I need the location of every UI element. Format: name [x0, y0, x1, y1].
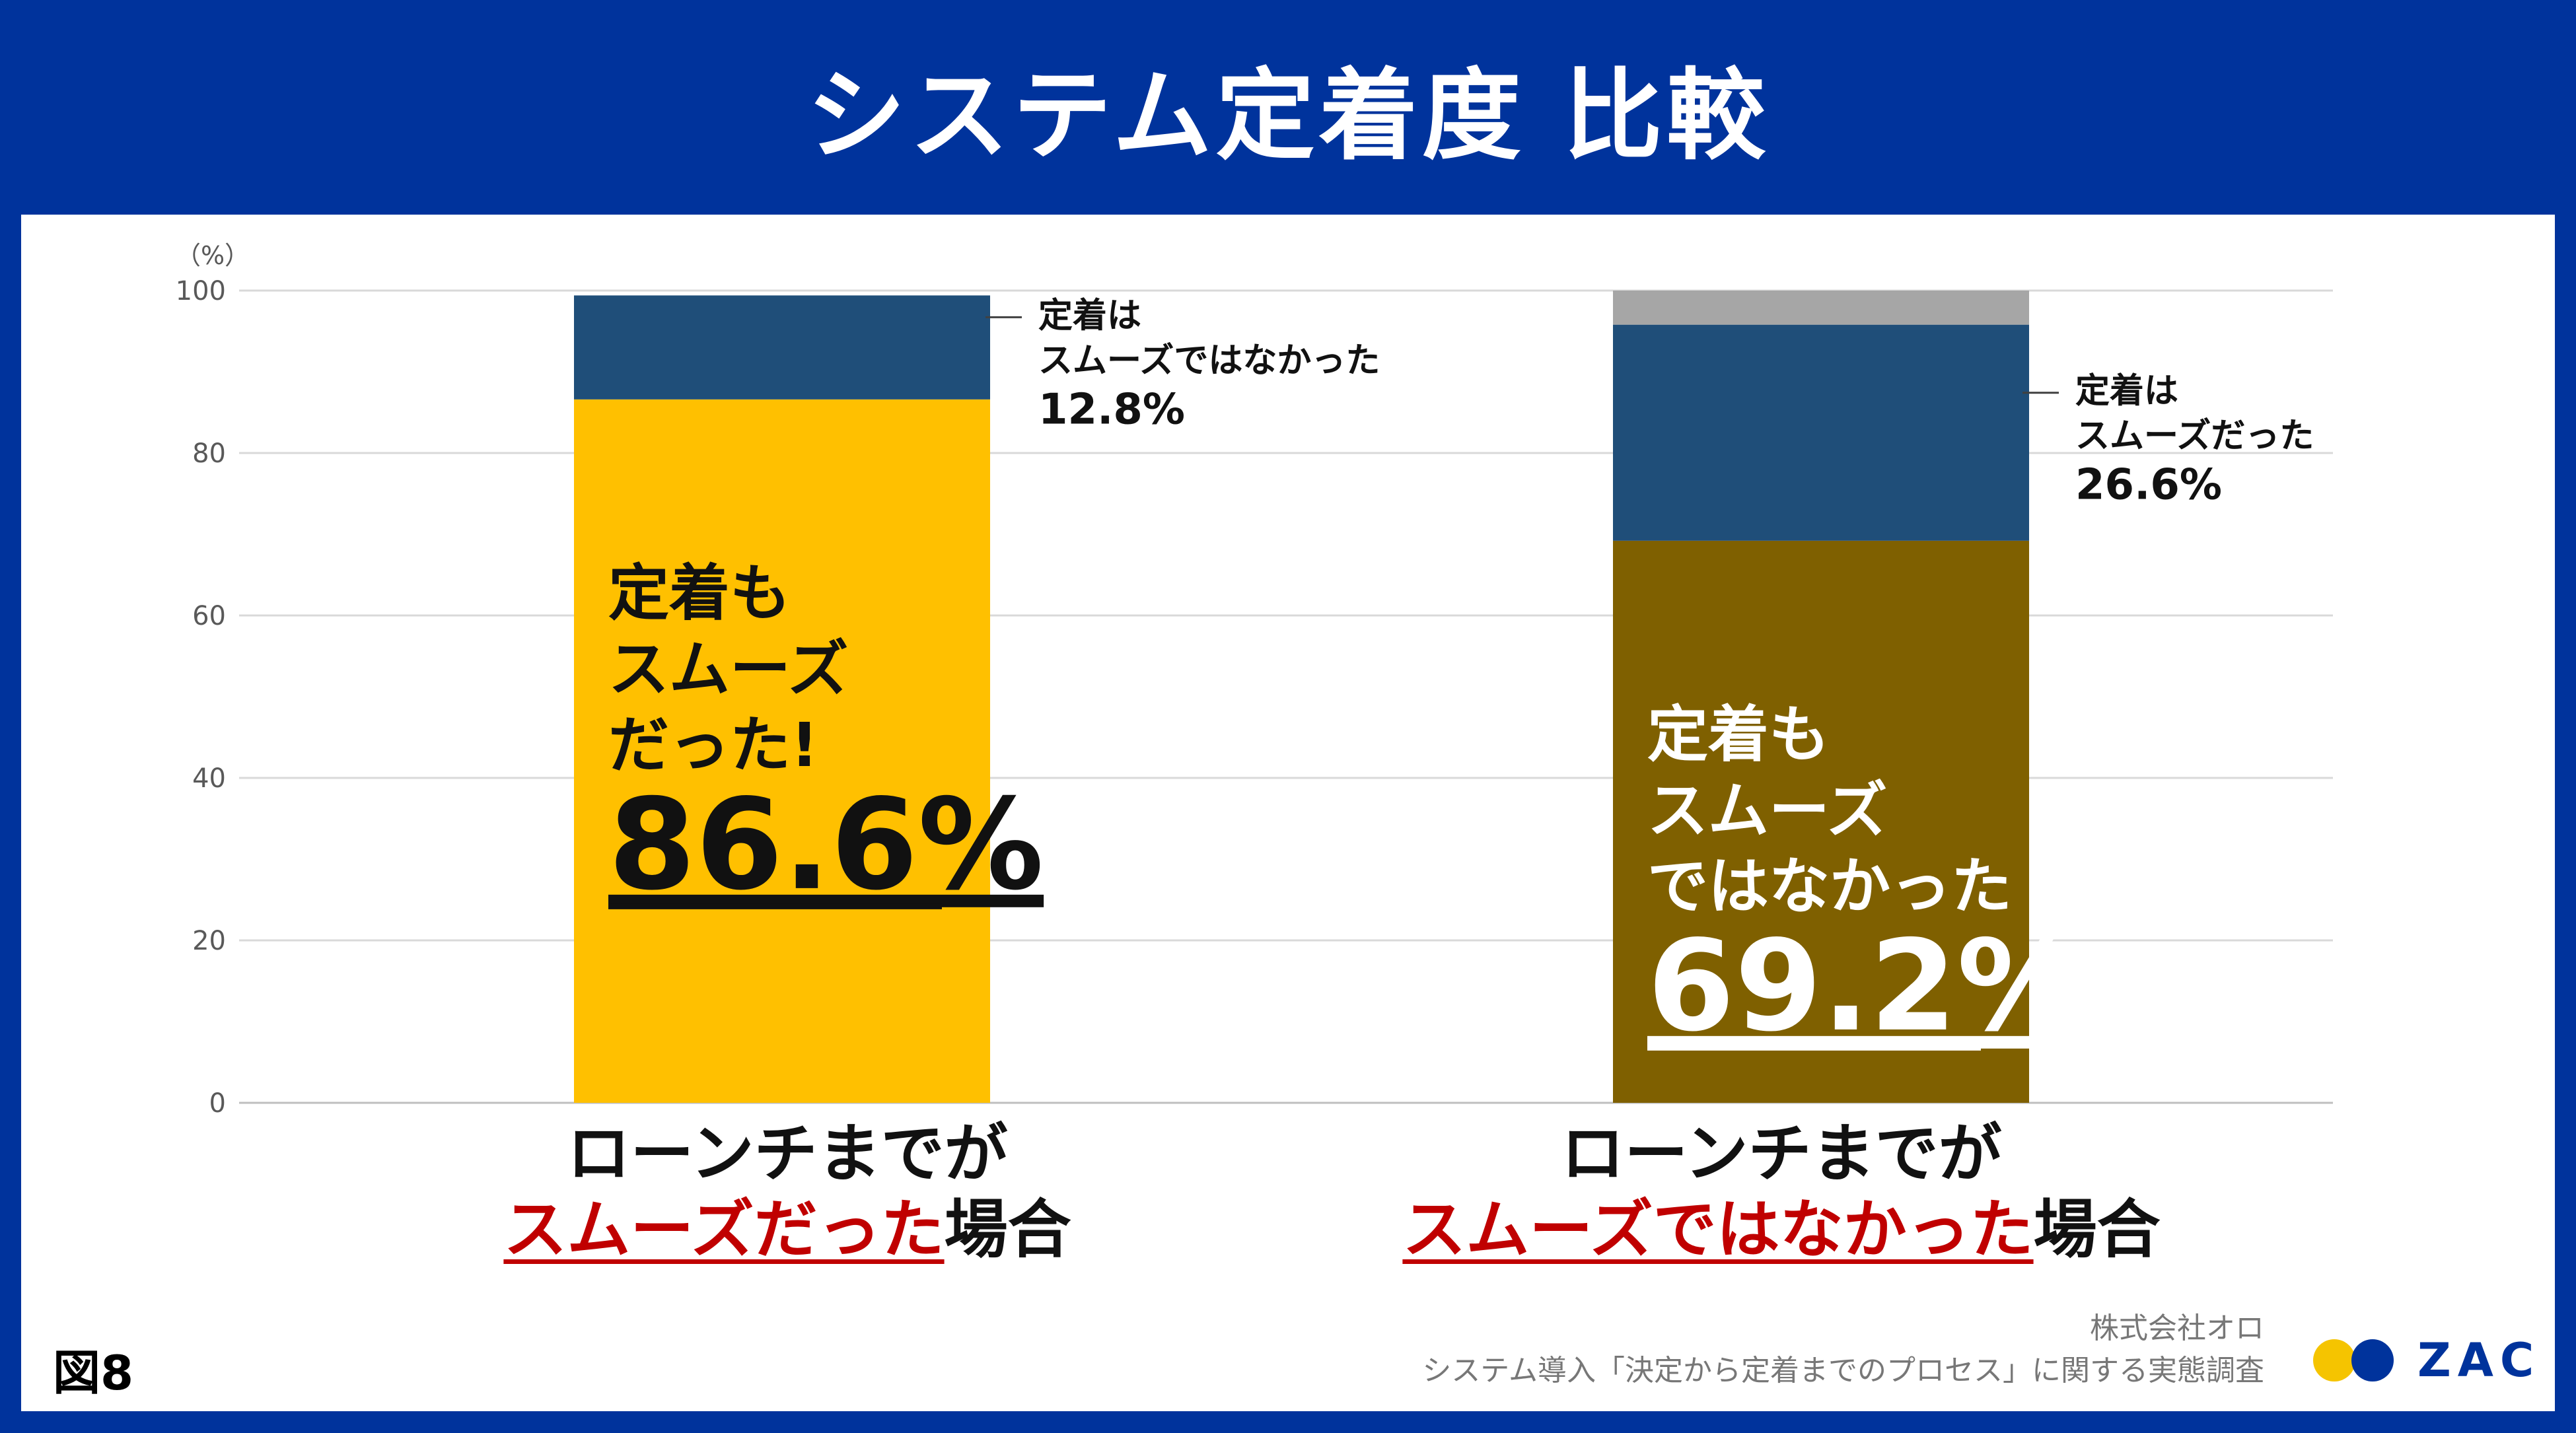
side-label-line: スムーズではなかった: [1038, 341, 1380, 380]
bar-main-label-line: ではなかった: [1647, 851, 2012, 922]
stacked-bar-chart: 020406080100（%）定着もスムーズだった!86.6%定着はスムーズでは…: [176, 241, 2333, 1113]
bar-segment: [1613, 291, 2029, 325]
y-tick-label: 40: [192, 763, 226, 794]
source-company: 株式会社オロ: [2090, 1311, 2264, 1345]
y-tick-label: 60: [192, 601, 226, 631]
y-tick-label: 20: [192, 926, 226, 956]
side-label-line: スムーズだった: [2075, 417, 2314, 456]
category-line1: ローンチまでが: [567, 1117, 1008, 1191]
side-label-line: 定着は: [2075, 372, 2178, 411]
page-title: システム定着度 比較: [806, 59, 1770, 174]
bar-main-label-line: だった!: [608, 710, 818, 781]
y-tick-label: 0: [209, 1088, 226, 1113]
category-suffix: 場合: [944, 1193, 1071, 1267]
y-unit-label: （%）: [176, 241, 250, 270]
bar-segment: [1613, 540, 2029, 1103]
bar-main-value: 69.2%: [1647, 913, 2083, 1059]
bar-segment: [574, 399, 990, 1103]
bar-main-value: 86.6%: [608, 772, 1044, 918]
zac-logo: ZAC: [2313, 1331, 2540, 1390]
y-tick-label: 80: [192, 438, 226, 469]
side-label-value: 26.6%: [2075, 461, 2222, 510]
y-tick-label: 100: [176, 276, 226, 306]
category-line1: ローンチまでが: [1561, 1117, 2002, 1191]
logo-blue-dot-icon: [2351, 1339, 2394, 1381]
logo-text: ZAC: [2417, 1333, 2541, 1387]
category-label-smooth: ローンチまでが スムーズだった場合: [391, 1116, 1184, 1268]
side-label-value: 12.8%: [1038, 385, 1185, 434]
category-highlight: スムーズではなかった: [1402, 1193, 2034, 1267]
bar-main-label-line: スムーズ: [608, 634, 848, 705]
category-suffix: 場合: [2033, 1193, 2161, 1267]
header-bar: システム定着度 比較: [0, 0, 2576, 215]
bar-segment: [574, 295, 990, 400]
source-survey: システム導入「決定から定着までのプロセス」に関する実態調査: [1422, 1353, 2264, 1387]
figure-label: 図8: [53, 1345, 134, 1401]
bar-main-label-line: スムーズ: [1647, 775, 1887, 846]
side-label-line: 定着は: [1038, 296, 1141, 335]
logo-yellow-dot-icon: [2313, 1339, 2355, 1381]
category-highlight: スムーズだった: [503, 1193, 945, 1267]
bar-segment: [1613, 324, 2029, 541]
category-label-not-smooth: ローンチまでが スムーズではなかった場合: [1336, 1116, 2227, 1268]
chart-panel: 0 20 40 60 80 100 （%） 定着も スムーズ だった! 86.6% 定着は スムーズでは…: [21, 215, 2555, 1411]
bar-main-label-line: 定着も: [1647, 699, 1830, 770]
source-note: 株式会社オロ システム導入「決定から定着までのプロセス」に関する実態調査: [1422, 1308, 2264, 1392]
bar-main-label-line: 定着も: [608, 558, 791, 629]
